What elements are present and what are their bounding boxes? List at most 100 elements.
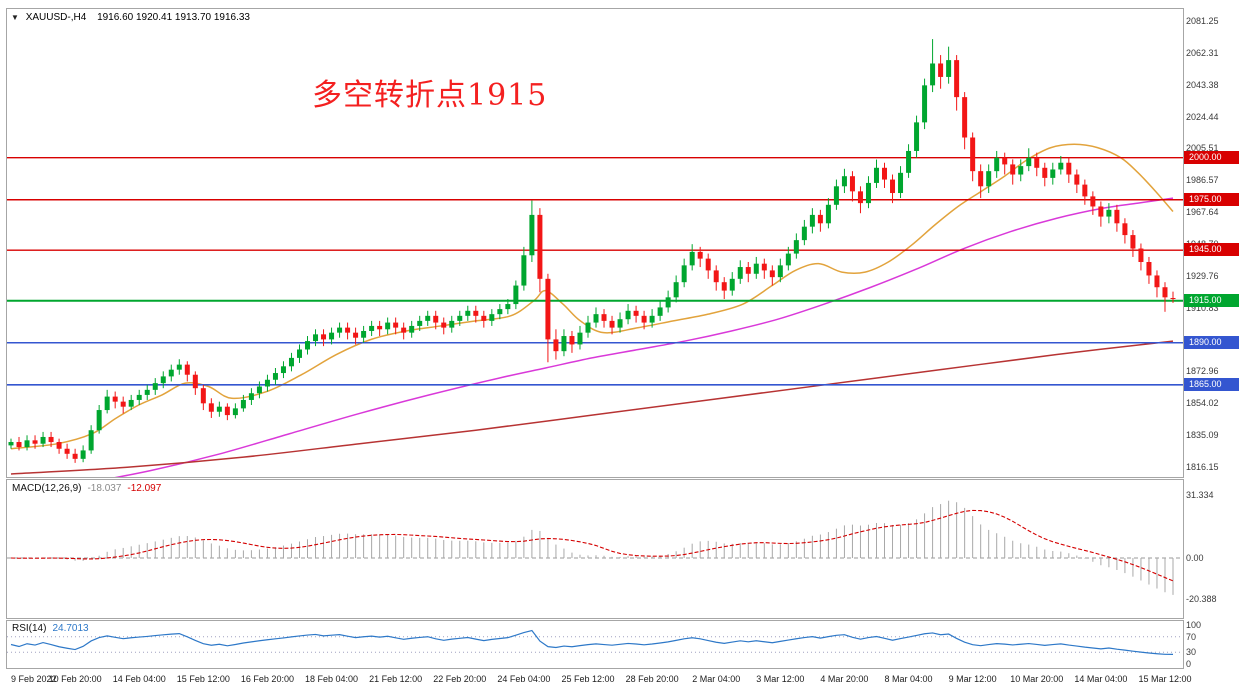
candle-body: [946, 60, 952, 77]
candle-body: [433, 315, 439, 323]
macd-canvas[interactable]: [7, 480, 1183, 618]
candle-body: [497, 309, 503, 315]
price-tick: 2024.44: [1186, 111, 1219, 122]
candle-body: [833, 186, 839, 205]
candle-body: [64, 448, 70, 454]
candle-body: [857, 191, 863, 204]
candle-body: [1042, 167, 1048, 178]
candle-body: [1082, 184, 1088, 197]
price-level-badge: 1865.00: [1184, 377, 1239, 391]
price-tick: 1986.57: [1186, 175, 1219, 186]
candle-body: [208, 403, 214, 412]
time-label: 15 Feb 12:00: [176, 674, 230, 684]
candle-body: [914, 122, 920, 151]
candle-body: [192, 374, 198, 389]
candle-body: [288, 357, 294, 367]
candle-body: [1106, 209, 1112, 217]
time-axis[interactable]: 9 Feb 2022 10 Feb 20:00 14 Feb 04:00 15 Feb…: [6, 670, 1206, 690]
time-label: 22 Feb 20:00: [433, 674, 487, 684]
candle-body: [938, 63, 944, 77]
candle-body: [1050, 169, 1056, 178]
candle-body: [337, 327, 343, 333]
price-tick: 2081.25: [1186, 16, 1219, 26]
trend-annotation[interactable]: 多空转折点1915: [312, 78, 548, 113]
price-tick: 1816.15: [1186, 462, 1219, 472]
candle-body: [56, 442, 62, 449]
ohlc-values: 1916.60 1920.41 1913.70 1916.33: [97, 12, 250, 23]
candle-body: [104, 396, 110, 411]
candle-body: [272, 373, 278, 380]
candle-body: [994, 157, 1000, 172]
candle-body: [40, 436, 46, 444]
candle-body: [369, 325, 375, 331]
price-tick: 1967.64: [1186, 207, 1219, 218]
candle-body: [425, 315, 431, 321]
candle-body: [970, 137, 976, 172]
candle-body: [729, 278, 735, 291]
candle-body: [184, 364, 190, 375]
time-label: 21 Feb 12:00: [369, 674, 423, 684]
candle-body: [329, 332, 335, 340]
price-chart-canvas[interactable]: [7, 9, 1183, 477]
collapse-chart-icon[interactable]: ▼: [11, 13, 19, 22]
time-label: 9 Mar 12:00: [948, 674, 997, 684]
rsi-name: RSI(14): [12, 623, 47, 634]
candle-body: [353, 332, 359, 338]
macd-histogram: [18, 500, 1174, 595]
candle-body: [72, 453, 78, 459]
rsi-axis-tick: 30: [1186, 647, 1197, 658]
time-label: 4 Mar 20:00: [820, 674, 869, 684]
rsi-canvas[interactable]: [7, 621, 1183, 668]
candle-body: [256, 386, 262, 394]
candle-body: [617, 319, 623, 328]
candle-body: [906, 150, 912, 173]
candle-body: [689, 251, 695, 266]
candle-body: [32, 440, 38, 444]
candle-body: [1114, 209, 1120, 224]
candle-body: [16, 442, 22, 448]
candle-body: [882, 167, 888, 180]
candle-body: [377, 325, 383, 330]
candle-body: [753, 263, 759, 274]
candle-body: [697, 251, 703, 259]
time-label: 9 Feb 2022: [11, 674, 57, 684]
candle-body: [264, 379, 270, 387]
candle-body: [457, 315, 463, 321]
candle-body: [385, 322, 391, 330]
candle-body: [1002, 157, 1008, 165]
candle-body: [120, 401, 126, 407]
time-label: 28 Feb 20:00: [625, 674, 679, 684]
candle-body: [248, 393, 254, 400]
candle-body: [144, 389, 150, 395]
macd-pane: [6, 479, 1184, 619]
candle-body: [160, 376, 166, 384]
candle-body: [401, 327, 407, 333]
price-level-badge: 1975.00: [1184, 192, 1239, 206]
candle-body: [601, 314, 607, 321]
time-label: 10 Feb 20:00: [48, 674, 102, 684]
time-label: 10 Mar 20:00: [1010, 674, 1064, 684]
macd-signal-line: [10, 509, 1174, 582]
candle-body: [48, 436, 54, 443]
candle-body: [633, 310, 639, 316]
candle-body: [529, 214, 535, 256]
candle-body: [721, 282, 727, 291]
time-label: 18 Feb 04:00: [305, 674, 359, 684]
candle-body: [553, 339, 559, 352]
candle-body: [80, 450, 86, 459]
rsi-pane: [6, 620, 1184, 669]
candle-body: [1170, 298, 1176, 300]
candle-body: [1026, 157, 1032, 167]
candle-body: [521, 255, 527, 286]
rsi-value: 24.7013: [52, 623, 89, 634]
candle-body: [24, 440, 30, 448]
macd-name: MACD(12,26,9): [12, 483, 82, 494]
candle-body: [986, 171, 992, 187]
candle-body: [737, 267, 743, 279]
candle-body: [849, 176, 855, 192]
price-tick: 1835.09: [1186, 430, 1219, 441]
price-axis[interactable]: 2081.25 2062.31 2043.38 2024.44 2005.51 1986.…: [1184, 0, 1240, 691]
candle-body: [128, 399, 134, 407]
candle-body: [890, 179, 896, 194]
